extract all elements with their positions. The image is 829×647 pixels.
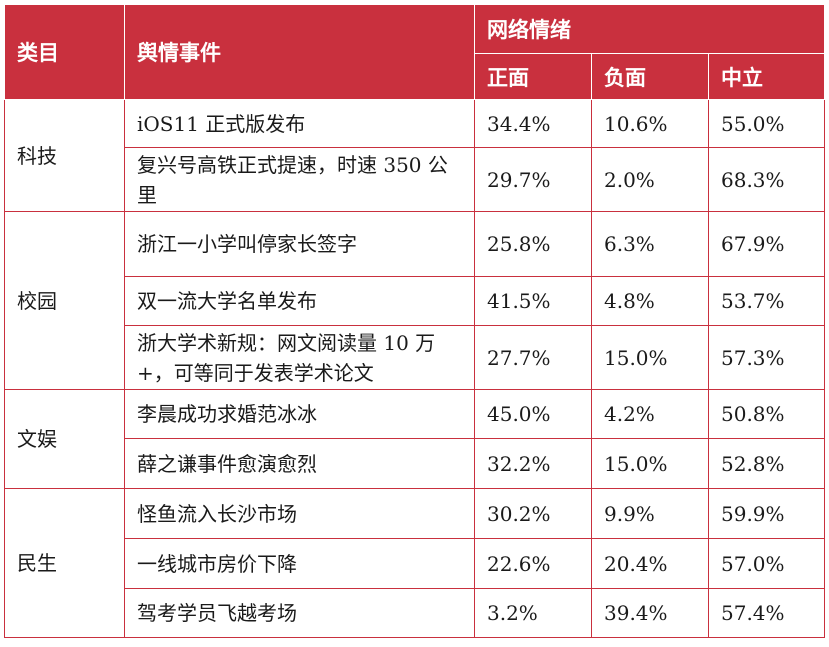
positive-cell: 45.0% (474, 389, 592, 439)
positive-cell: 34.4% (474, 99, 592, 148)
neutral-cell: 67.9% (707, 211, 826, 277)
table-row: 一线城市房价下降 22.6% 20.4% 57.0% (5, 538, 826, 589)
event-cell: 浙大学术新规：网文阅读量 10 万+，可等同于发表学术论文 (124, 325, 475, 390)
table-row: 科技 iOS11 正式版发布 34.4% 10.6% 55.0% (4, 99, 826, 212)
sentiment-table: 类目 舆情事件 网络情绪 正面 负面 中立 科技 iOS11 正式版发布 34.… (4, 4, 826, 638)
table-row: 复兴号高铁正式提速，时速 350 公里 29.7% 2.0% 68.3% (5, 147, 826, 212)
header-category: 类目 (4, 4, 125, 100)
event-cell: 一线城市房价下降 (124, 538, 475, 589)
negative-cell: 9.9% (591, 488, 709, 539)
neutral-cell: 57.3% (707, 325, 826, 390)
event-cell: 薛之谦事件愈演愈烈 (124, 438, 475, 489)
positive-cell: 25.8% (474, 211, 592, 277)
neutral-cell: 52.8% (707, 438, 826, 489)
event-cell: 驾考学员飞越考场 (124, 588, 475, 638)
category-cell: 校园 (4, 211, 125, 390)
negative-cell: 10.6% (591, 99, 709, 148)
positive-cell: 22.6% (474, 538, 592, 589)
category-cell: 文娱 (4, 389, 125, 489)
negative-cell: 4.8% (591, 276, 709, 326)
positive-cell: 29.7% (474, 147, 592, 212)
category-cell: 科技 (4, 99, 125, 212)
event-cell: 李晨成功求婚范冰冰 (124, 389, 475, 439)
positive-cell: 41.5% (474, 276, 592, 326)
table-row: 民生 怪鱼流入长沙市场 30.2% 9.9% 59.9% (4, 488, 826, 638)
table-row: 文娱 李晨成功求婚范冰冰 45.0% 4.2% 50.8% (4, 389, 826, 489)
neutral-cell: 50.8% (707, 389, 826, 439)
positive-cell: 3.2% (474, 588, 592, 638)
negative-cell: 2.0% (591, 147, 709, 212)
table-row: 双一流大学名单发布 41.5% 4.8% 53.7% (5, 276, 826, 326)
table-row: 薛之谦事件愈演愈烈 32.2% 15.0% 52.8% (5, 438, 826, 489)
event-cell: iOS11 正式版发布 (124, 99, 475, 148)
negative-cell: 39.4% (591, 588, 709, 638)
event-cell: 复兴号高铁正式提速，时速 350 公里 (124, 147, 475, 212)
category-cell: 民生 (4, 488, 125, 638)
event-cell: 怪鱼流入长沙市场 (124, 488, 475, 539)
negative-cell: 15.0% (591, 325, 709, 390)
header-positive: 正面 (474, 53, 592, 100)
positive-cell: 32.2% (474, 438, 592, 489)
negative-cell: 6.3% (591, 211, 709, 277)
neutral-cell: 57.4% (707, 588, 826, 638)
table-row: 浙大学术新规：网文阅读量 10 万+，可等同于发表学术论文 27.7% 15.0… (5, 325, 826, 390)
header-event: 舆情事件 (124, 4, 475, 100)
neutral-cell: 53.7% (707, 276, 826, 326)
header-neutral: 中立 (707, 53, 826, 100)
table-row: 驾考学员飞越考场 3.2% 39.4% 57.4% (5, 588, 826, 638)
neutral-cell: 59.9% (707, 488, 826, 539)
positive-cell: 27.7% (474, 325, 592, 390)
neutral-cell: 57.0% (707, 538, 826, 589)
event-cell: 双一流大学名单发布 (124, 276, 475, 326)
negative-cell: 4.2% (591, 389, 709, 439)
table-row: 校园 浙江一小学叫停家长签字 25.8% 6.3% 67.9% (4, 211, 826, 390)
neutral-cell: 55.0% (707, 99, 826, 148)
header-negative: 负面 (591, 53, 709, 100)
negative-cell: 15.0% (591, 438, 709, 489)
negative-cell: 20.4% (591, 538, 709, 589)
event-cell: 浙江一小学叫停家长签字 (124, 211, 475, 277)
positive-cell: 30.2% (474, 488, 592, 539)
header-sentiment-group: 网络情绪 (473, 4, 826, 54)
neutral-cell: 68.3% (707, 147, 826, 212)
